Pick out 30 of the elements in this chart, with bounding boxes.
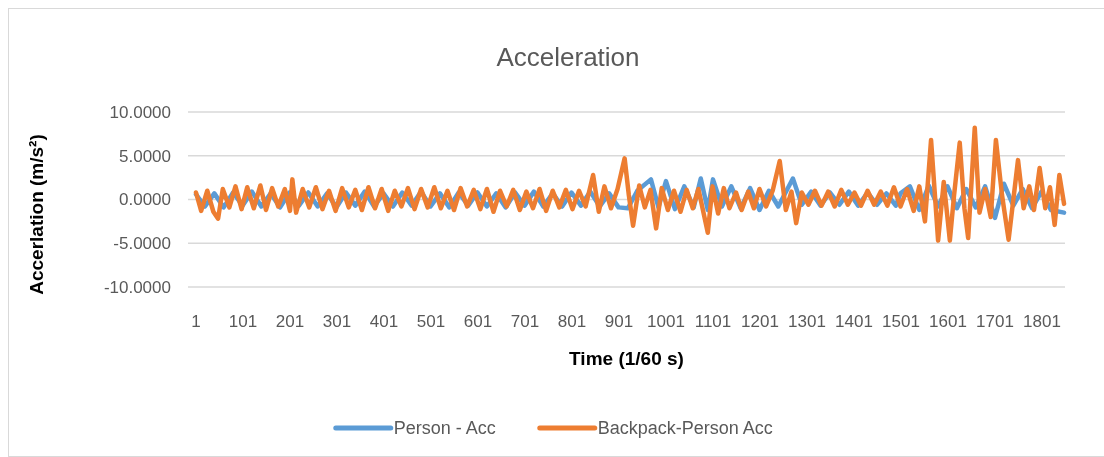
legend-label: Person - Acc <box>393 418 496 439</box>
x-tick-label: 1301 <box>788 311 826 331</box>
x-tick-label: 1101 <box>694 311 732 331</box>
line-series <box>193 125 1067 243</box>
x-tick-label: 1701 <box>976 311 1014 331</box>
x-tick-label: 1001 <box>647 311 685 331</box>
y-axis-title: Accerlation (m/s²) <box>26 134 47 295</box>
y-tick-label: -10.0000 <box>103 277 171 297</box>
x-tick-label: 801 <box>557 311 587 331</box>
y-tick-label: 5.0000 <box>119 146 171 166</box>
x-tick-label: 1801 <box>1023 311 1061 331</box>
x-tick-label: 301 <box>322 311 352 331</box>
x-tick-label: 1201 <box>741 311 779 331</box>
x-tick-label: 1 <box>191 311 201 331</box>
x-tick-label: 1601 <box>929 311 967 331</box>
x-tick-label: 1501 <box>882 311 920 331</box>
legend-label: Backpack-Person Acc <box>597 418 773 439</box>
x-axis-title: Time (1/60 s) <box>569 348 684 369</box>
x-tick-label: 501 <box>416 311 446 331</box>
x-tick-label: 401 <box>369 311 399 331</box>
chart-title: Acceleration <box>496 42 640 72</box>
y-tick-label: -5.0000 <box>113 234 171 254</box>
y-tick-label: 10.0000 <box>109 102 171 122</box>
x-tick-label: 201 <box>275 311 305 331</box>
x-tick-label: 1401 <box>835 311 873 331</box>
x-tick-label: 601 <box>463 311 493 331</box>
x-tick-label: 701 <box>510 311 540 331</box>
y-tick-label: 0.0000 <box>119 190 171 210</box>
x-tick-label: 101 <box>228 311 258 331</box>
x-tick-label: 901 <box>604 311 634 331</box>
